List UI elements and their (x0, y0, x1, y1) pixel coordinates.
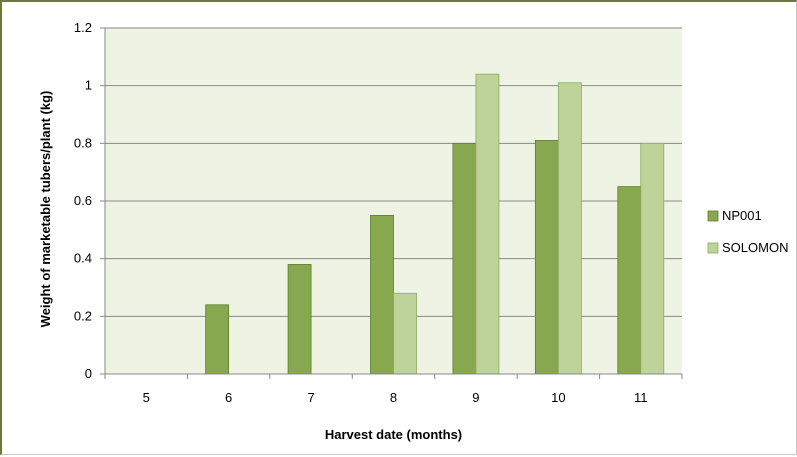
y-tick-label: 1.2 (74, 20, 92, 35)
y-tick-label: 0.8 (74, 135, 92, 150)
x-tick-label: 9 (472, 390, 479, 405)
x-tick-label: 5 (143, 390, 150, 405)
tick-labels: 0 0.2 0.4 0.6 0.8 1 1.2 5 6 7 8 9 10 11 (74, 20, 648, 405)
x-tick-label: 8 (390, 390, 397, 405)
bar-solomon-11 (640, 142, 665, 375)
y-tick-label: 0.2 (74, 308, 92, 323)
bars (205, 73, 665, 375)
bar-solomon-8 (393, 292, 417, 375)
legend-swatch-solomon (707, 242, 719, 254)
legend-swatch-np001 (707, 210, 719, 222)
bar-np001-8 (370, 215, 394, 375)
bar-np001-7 (287, 264, 312, 375)
y-tick-label: 0.6 (74, 193, 92, 208)
legend-label-np001: NP001 (722, 208, 762, 223)
x-tick-label: 6 (225, 390, 232, 405)
bar-solomon-10 (557, 82, 582, 375)
legend: NP001 SOLOMON (707, 208, 788, 255)
y-axis-title: Weight of marketable tubers/plant (kg) (38, 91, 53, 328)
axes (104, 28, 683, 379)
bar-np001-9 (452, 142, 477, 375)
bar-np001-6 (205, 304, 230, 375)
y-tick-label: 1 (85, 78, 92, 93)
bar-np001-10 (534, 140, 559, 375)
y-tick-label: 0 (85, 366, 92, 381)
bar-np001-11 (617, 186, 642, 375)
y-tick-label: 0.4 (74, 251, 92, 266)
x-axis-title: Harvest date (months) (325, 427, 462, 442)
x-tick-label: 11 (634, 390, 648, 405)
bar-solomon-9 (475, 73, 500, 375)
x-tick-label: 10 (551, 390, 565, 405)
legend-label-solomon: SOLOMON (722, 240, 788, 255)
x-tick-label: 7 (307, 390, 314, 405)
